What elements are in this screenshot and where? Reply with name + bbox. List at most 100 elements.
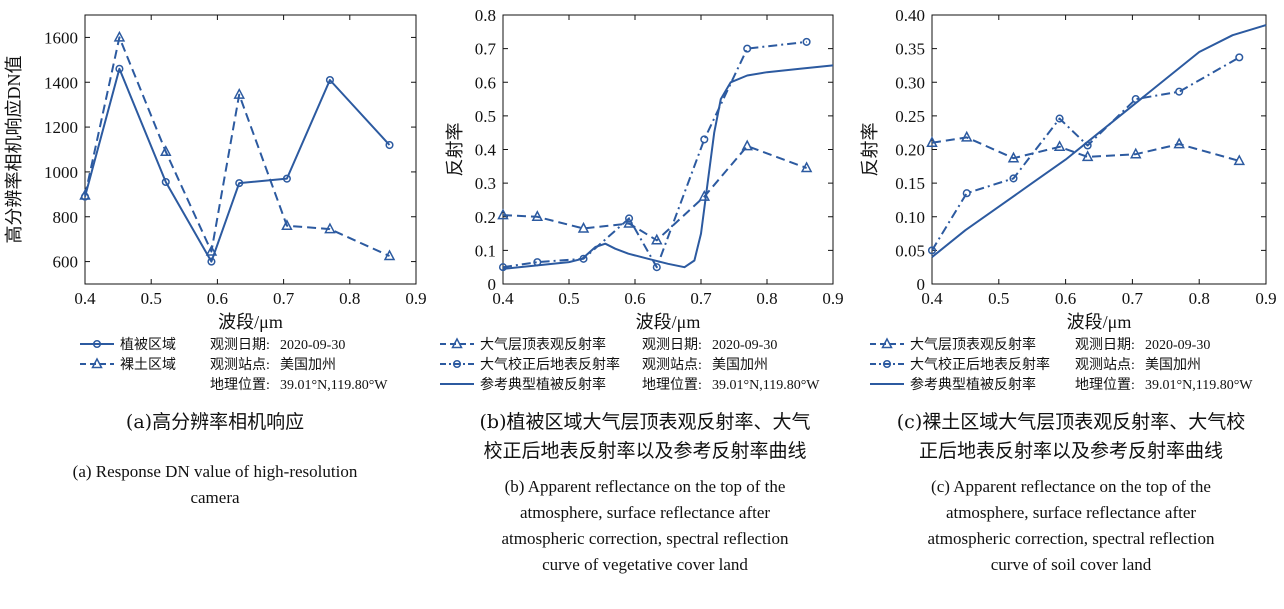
- meta-label: 观测站点:: [210, 357, 270, 373]
- caption-a-en-line: camera: [190, 488, 240, 507]
- data-point: [926, 136, 938, 148]
- data-point: [927, 246, 937, 255]
- caption-b-zh-line: (b)植被区域大气层顶表观反射率、大气: [479, 411, 811, 433]
- meta-value: 美国加州: [712, 357, 768, 373]
- legend-label: 植被区域: [120, 337, 176, 353]
- y-tick-label: 0.20: [895, 141, 925, 160]
- x-axis-label: 波段/μm: [1067, 312, 1132, 332]
- y-tick-label: 0: [917, 275, 926, 294]
- chart-b-vegetation-reflectance: 0.4 0.5 0.6 0.7 0.8 0.9 0 0.1 0.2 0.3 0.4 0.5 0.6 0.7…: [440, 6, 844, 393]
- figure-canvas: 0.4 0.5 0.6 0.7 0.8 0.9 600 800 1000 1200 1400 1600…: [4, 6, 1277, 393]
- data-point: [625, 214, 634, 223]
- series-line: [931, 56, 1240, 251]
- data-point: [1081, 150, 1094, 162]
- data-point: [324, 222, 336, 234]
- data-point: [802, 37, 811, 46]
- caption-b-zh-line: 校正后地表反射率以及参考反射率曲线: [483, 440, 807, 462]
- data-point: [700, 135, 709, 144]
- y-tick-label: 0.5: [475, 107, 496, 126]
- y-tick-label: 1600: [44, 28, 78, 47]
- caption-a-en: (a) Response DN value of high-resolution…: [0, 459, 430, 511]
- y-axis-label: 反射率: [445, 123, 465, 177]
- caption-b-en-line: curve of vegetative cover land: [542, 555, 748, 574]
- data-point: [962, 189, 971, 198]
- meta-value: 2020-09-30: [712, 338, 777, 353]
- data-point: [207, 257, 216, 266]
- meta-value: 39.01°N,119.80°W: [1145, 378, 1253, 393]
- x-tick-label: 0.9: [822, 289, 843, 308]
- caption-c-en-line: (c) Apparent reflectance on the top of t…: [931, 477, 1211, 496]
- caption-c-zh-line: (c)裸土区域大气层顶表观反射率、大气校: [896, 411, 1246, 433]
- legend-label: 大气层顶表观反射率: [910, 336, 1036, 353]
- caption-c: (c)裸土区域大气层顶表观反射率、大气校 正后地表反射率以及参考反射率曲线 (c…: [858, 408, 1284, 578]
- y-tick-label: 0: [488, 275, 497, 294]
- data-point: [325, 75, 334, 85]
- x-tick-label: 0.5: [141, 289, 162, 308]
- series-line: [84, 67, 391, 263]
- plot-frame: [84, 14, 417, 285]
- data-point: [1129, 147, 1142, 159]
- data-point: [205, 244, 218, 256]
- y-tick-label: 0.3: [475, 174, 496, 193]
- meta-label: 地理位置:: [1075, 377, 1135, 393]
- x-tick-label: 0.8: [756, 289, 777, 308]
- data-point: [115, 64, 124, 73]
- caption-b-zh: (b)植被区域大气层顶表观反射率、大气 校正后地表反射率以及参考反射率曲线: [430, 408, 860, 466]
- data-point: [385, 140, 394, 150]
- meta-value: 美国加州: [1145, 357, 1201, 373]
- data-point: [741, 139, 753, 151]
- x-tick-label: 0.8: [1189, 289, 1210, 308]
- legend-marker: [881, 337, 893, 349]
- series-line: [502, 145, 807, 242]
- data-point: [1055, 114, 1064, 123]
- y-tick-label: 0.6: [475, 73, 496, 92]
- meta-label: 观测日期:: [1075, 337, 1135, 353]
- data-point: [498, 263, 508, 272]
- y-tick-label: 1400: [44, 73, 78, 92]
- y-tick-label: 0.1: [475, 241, 496, 260]
- data-point: [1007, 151, 1020, 163]
- caption-c-en: (c) Apparent reflectance on the top of t…: [858, 474, 1284, 578]
- x-axis-label: 波段/μm: [636, 312, 701, 332]
- legend-label: 大气校正后地表反射率: [910, 356, 1050, 373]
- data-point: [233, 87, 245, 99]
- x-tick-label: 0.6: [624, 289, 645, 308]
- data-point: [383, 249, 396, 261]
- y-tick-label: 1000: [44, 163, 78, 182]
- y-tick-label: 0.2: [475, 208, 496, 227]
- y-tick-label: 0.05: [895, 241, 925, 260]
- y-tick-label: 0.15: [895, 174, 925, 193]
- caption-c-zh: (c)裸土区域大气层顶表观反射率、大气校 正后地表反射率以及参考反射率曲线: [858, 408, 1284, 466]
- y-tick-label: 0.10: [895, 208, 925, 227]
- legend-label: 参考典型植被反射率: [910, 376, 1036, 393]
- data-point: [161, 177, 170, 187]
- data-point: [79, 188, 91, 200]
- legend-label: 裸土区域: [120, 357, 176, 373]
- y-tick-label: 0.25: [895, 107, 925, 126]
- y-axis-label: 反射率: [860, 123, 880, 177]
- legend-marker: [452, 359, 462, 369]
- data-point: [281, 219, 293, 230]
- x-tick-label: 0.5: [558, 289, 579, 308]
- legend-label: 参考典型植被反射率: [480, 376, 606, 393]
- data-point: [800, 161, 813, 173]
- x-tick-label: 0.4: [921, 289, 943, 308]
- legend-label: 大气层顶表观反射率: [480, 336, 606, 353]
- meta-value: 39.01°N,119.80°W: [712, 378, 820, 393]
- x-tick-label: 0.6: [207, 289, 228, 308]
- data-point: [577, 221, 590, 233]
- chart-a-dn-response: 0.4 0.5 0.6 0.7 0.8 0.9 600 800 1000 1200 1400 1600…: [4, 14, 427, 393]
- data-point: [743, 44, 752, 53]
- data-point: [113, 30, 126, 42]
- data-point: [651, 233, 663, 245]
- y-tick-label: 800: [53, 208, 79, 227]
- caption-b-en-line: atmospheric correction, spectral reflect…: [501, 529, 789, 548]
- caption-c-en-line: atmosphere, surface reflectance after: [945, 503, 1197, 522]
- data-point: [497, 208, 509, 220]
- series-line: [84, 36, 390, 257]
- plot-frame: [931, 14, 1267, 285]
- meta-value: 2020-09-30: [280, 338, 345, 353]
- data-point: [1233, 154, 1246, 166]
- y-tick-label: 0.35: [895, 40, 925, 59]
- x-tick-label: 0.4: [492, 289, 514, 308]
